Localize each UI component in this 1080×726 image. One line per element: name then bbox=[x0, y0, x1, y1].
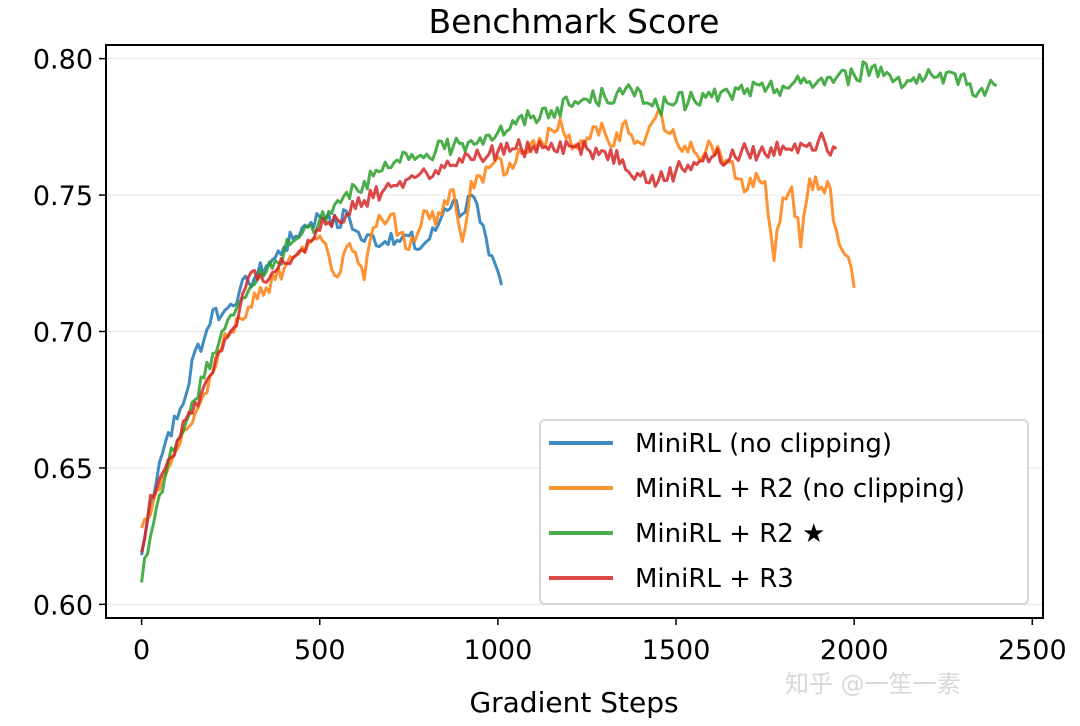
y-tick-label: 0.65 bbox=[33, 454, 93, 485]
series-line bbox=[140, 60, 998, 583]
y-tick-label: 0.60 bbox=[33, 590, 93, 621]
series-group bbox=[140, 60, 998, 583]
legend-label: MiniRL + R2 ★ bbox=[635, 519, 825, 549]
series-line bbox=[140, 131, 838, 553]
x-tick-label: 1000 bbox=[464, 635, 533, 666]
legend-label: MiniRL + R2 (no clipping) bbox=[635, 474, 965, 504]
x-tick-label: 1500 bbox=[642, 635, 711, 666]
series-line bbox=[140, 193, 503, 556]
watermark: 知乎 @一笙一素 bbox=[785, 670, 961, 698]
y-tick-label: 0.70 bbox=[33, 318, 93, 349]
x-tick-label: 2500 bbox=[998, 635, 1067, 666]
axis-ticks: 0 500 1000 1500 2000 2500 0.60 0.65 0.70 0.75 0.80 bbox=[33, 45, 1067, 666]
legend: MiniRL (no clipping) MiniRL + R2 (no clip… bbox=[539, 419, 1029, 605]
y-tick-label: 0.75 bbox=[33, 181, 93, 212]
x-tick-label: 0 bbox=[133, 635, 150, 666]
x-axis-label: Gradient Steps bbox=[469, 686, 678, 719]
legend-box bbox=[539, 419, 1029, 605]
legend-label: MiniRL (no clipping) bbox=[635, 429, 892, 459]
chart-title: Benchmark Score bbox=[429, 2, 720, 41]
legend-label: MiniRL + R3 bbox=[635, 564, 794, 594]
y-tick-label: 0.80 bbox=[33, 45, 93, 76]
x-tick-label: 500 bbox=[294, 635, 346, 666]
x-tick-label: 2000 bbox=[820, 635, 889, 666]
series-line bbox=[140, 109, 856, 529]
